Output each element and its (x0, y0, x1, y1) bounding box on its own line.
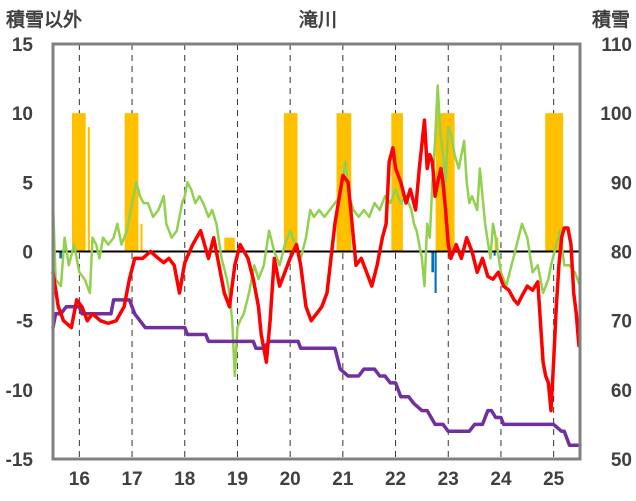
left-axis-label: 積雪以外 (6, 8, 82, 31)
x-tick-label: 22 (385, 469, 406, 490)
right-axis-label: 積雪 (592, 8, 630, 31)
right-tick-label: 80 (611, 243, 632, 264)
series-lines (51, 84, 582, 447)
left-tick-label: 15 (12, 35, 34, 56)
x-tick-label: 23 (438, 469, 459, 490)
x-tick-label: 24 (490, 469, 512, 490)
right-tick-label: 100 (600, 104, 632, 125)
bar-orange (336, 113, 352, 252)
bar-blue (59, 251, 62, 259)
right-tick-label: 50 (611, 450, 632, 471)
bars (59, 113, 564, 293)
bar-orange (124, 113, 139, 252)
bar-orange (140, 223, 143, 252)
bar-blue (431, 251, 435, 273)
x-tick-label: 16 (69, 469, 90, 490)
right-tick-label: 70 (611, 312, 632, 333)
bar-orange (283, 113, 298, 252)
x-tick-label: 19 (227, 469, 248, 490)
bar-blue (434, 251, 437, 293)
left-tick-label: -5 (16, 312, 33, 333)
x-tick-label: 20 (280, 469, 301, 490)
left-tick-label: 0 (22, 243, 33, 264)
bar-orange (87, 127, 90, 252)
plot-frame (51, 42, 582, 461)
left-tick-label: -10 (6, 381, 33, 402)
series-line-green (51, 84, 582, 378)
x-tick-label: 18 (174, 469, 195, 490)
series-line-red (51, 118, 581, 413)
right-tick-label: 60 (611, 381, 632, 402)
bar-blue (493, 251, 496, 256)
x-tick-label: 25 (543, 469, 565, 490)
right-axis-ticks: 110 100 90 80 70 60 50 (600, 35, 632, 471)
series-line-purple (51, 298, 582, 447)
right-tick-label: 110 (601, 35, 632, 56)
bar-orange (224, 237, 235, 252)
bar-orange (391, 113, 403, 252)
left-tick-label: 5 (22, 173, 33, 194)
left-tick-label: -15 (6, 450, 34, 471)
bar-orange (71, 113, 86, 252)
left-axis-ticks: 15 10 5 0 -5 -10 -15 (6, 35, 34, 471)
bar-orange (545, 113, 564, 252)
x-tick-label: 17 (121, 469, 142, 490)
chart-title: 滝川 (299, 8, 337, 31)
x-tick-label: 21 (332, 469, 354, 490)
x-axis-ticks: 16 17 18 19 20 21 22 23 24 25 (69, 469, 565, 490)
right-tick-label: 90 (611, 173, 632, 194)
left-tick-label: 10 (12, 104, 33, 125)
